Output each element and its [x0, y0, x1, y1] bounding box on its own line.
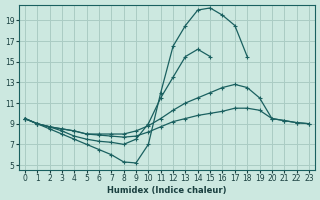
X-axis label: Humidex (Indice chaleur): Humidex (Indice chaleur) [107, 186, 227, 195]
